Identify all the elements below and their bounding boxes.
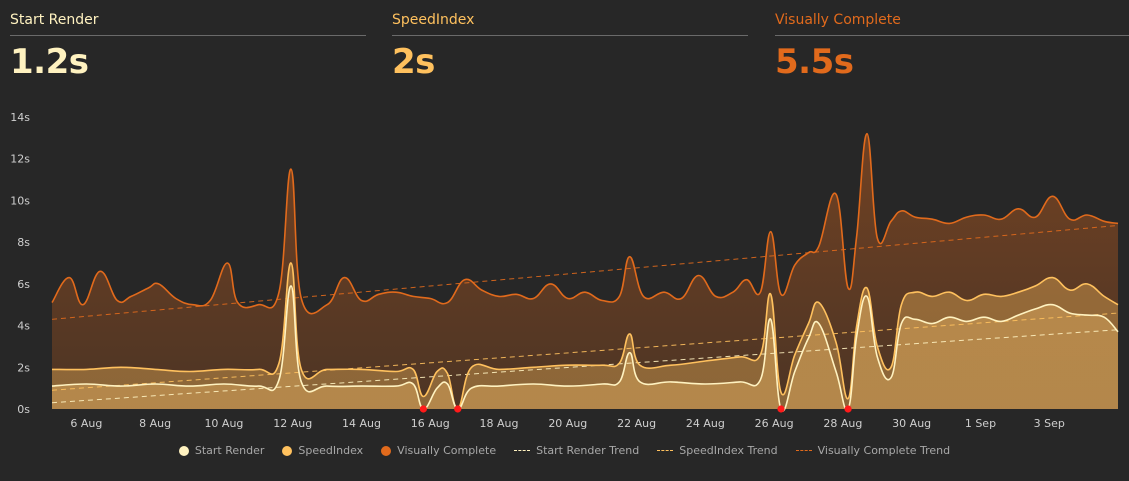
legend-label: SpeedIndex Trend (679, 444, 778, 457)
x-tick-label: 6 Aug (70, 417, 102, 430)
anomaly-marker (454, 405, 462, 413)
legend-dash-icon (795, 450, 812, 451)
series-lines[interactable] (51, 132, 1119, 412)
legend-label: Visually Complete (397, 444, 497, 457)
y-tick-label: 0s (17, 403, 30, 416)
x-tick-label: 12 Aug (273, 417, 312, 430)
y-axis: 0s 2s 4s 6s 8s 10s 12s 14s (10, 111, 30, 416)
legend-label: Start Render (194, 444, 265, 457)
y-tick-label: 4s (17, 320, 30, 333)
y-tick-label: 14s (10, 111, 30, 124)
trend-visually-complete-trend (51, 224, 1119, 320)
legend-item-start-render-trend[interactable]: Start Render Trend (514, 444, 639, 457)
y-tick-label: 6s (17, 278, 30, 291)
kpi-start-render-value: 1.2s (10, 42, 89, 82)
kpi-divider (10, 35, 366, 36)
legend-label: Visually Complete Trend (817, 444, 951, 457)
y-tick-label: 2s (17, 361, 30, 374)
line-start-render (51, 285, 1119, 412)
series-areas (52, 133, 1118, 411)
y-tick-label: 10s (10, 194, 30, 207)
kpi-visually-complete-value: 5.5s (775, 42, 854, 82)
trend-lines (51, 224, 1119, 404)
timeline-chart[interactable]: 0s 2s 4s 6s 8s 10s 12s 14s 6 Aug 8 Aug 10 Aug 12 A… (0, 0, 1129, 440)
kpi-visually-complete-label: Visually Complete (775, 12, 901, 28)
y-tick-label: 8s (17, 236, 30, 249)
trend-speedindex-trend (51, 312, 1119, 391)
legend-item-visually-complete[interactable]: Visually Complete (381, 444, 496, 457)
x-tick-label: 10 Aug (204, 417, 243, 430)
x-tick-label: 16 Aug (411, 417, 450, 430)
kpi-divider (392, 35, 748, 36)
legend-item-start-render[interactable]: Start Render (178, 444, 265, 457)
legend-dash-icon (657, 450, 674, 451)
kpi-divider (775, 35, 1129, 36)
x-tick-label: 30 Aug (892, 417, 931, 430)
line-visually-complete (51, 132, 1119, 315)
legend-dot-icon (178, 445, 189, 456)
x-tick-label: 24 Aug (686, 417, 725, 430)
kpi-start-render-label: Start Render (10, 12, 99, 28)
legend-item-speedindex[interactable]: SpeedIndex (282, 444, 363, 457)
x-tick-label: 28 Aug (823, 417, 862, 430)
legend-item-speedindex-trend[interactable]: SpeedIndex Trend (657, 444, 778, 457)
x-tick-label: 3 Sep (1034, 417, 1065, 430)
legend-dot-icon (381, 445, 392, 456)
kpi-speedindex-value: 2s (392, 42, 435, 82)
kpi-speedindex-label: SpeedIndex (392, 12, 475, 28)
anomaly-marker (419, 405, 427, 413)
x-tick-label: 18 Aug (480, 417, 519, 430)
anomaly-marker (844, 405, 852, 413)
legend-item-visually-complete-trend[interactable]: Visually Complete Trend (795, 444, 951, 457)
x-tick-label: 8 Aug (139, 417, 171, 430)
legend-dash-icon (514, 450, 531, 451)
x-tick-label: 26 Aug (755, 417, 794, 430)
legend-dot-icon (282, 445, 293, 456)
legend-label: Start Render Trend (536, 444, 640, 457)
x-tick-label: 20 Aug (548, 417, 587, 430)
trend-start-render-trend (51, 329, 1119, 404)
y-tick-label: 12s (10, 153, 30, 166)
chart-legend: Start Render SpeedIndex Visually Complet… (0, 444, 1129, 457)
anomaly-markers[interactable] (419, 405, 852, 413)
x-tick-label: 1 Sep (965, 417, 996, 430)
line-speedindex (51, 262, 1119, 410)
x-tick-label: 22 Aug (617, 417, 656, 430)
legend-label: SpeedIndex (298, 444, 364, 457)
area-visually-complete (52, 133, 1118, 409)
x-tick-label: 14 Aug (342, 417, 381, 430)
anomaly-marker (777, 405, 785, 413)
x-axis: 6 Aug 8 Aug 10 Aug 12 Aug 14 Aug 16 Aug 18 Aug… (70, 417, 1064, 430)
